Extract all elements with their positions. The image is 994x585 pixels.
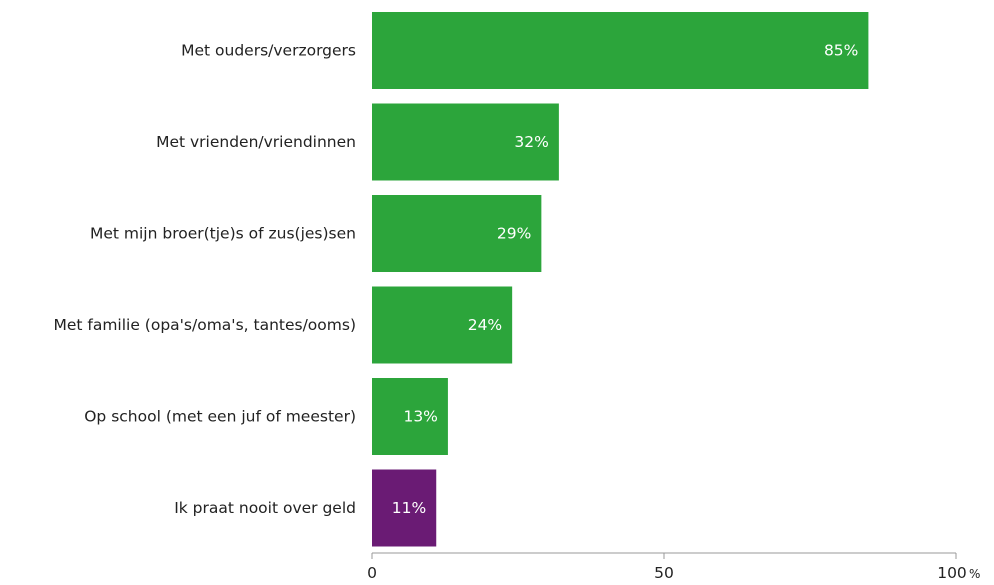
category-label: Met mijn broer(tje)s of zus(jes)sen (90, 225, 356, 243)
data-label: 85% (824, 42, 858, 60)
category-label: Ik praat nooit over geld (174, 499, 356, 517)
x-axis: 0 50 100% (367, 552, 980, 582)
category-label: Met ouders/verzorgers (181, 42, 356, 60)
bar-6 (372, 469, 437, 547)
category-label: Met vrienden/vriendinnen (156, 133, 356, 151)
data-label: 24% (468, 316, 502, 334)
bar-1 (372, 12, 869, 89)
bar-2 (372, 103, 559, 181)
x-tick-label: 0 (367, 564, 377, 582)
data-label: 29% (497, 225, 531, 243)
category-label: Op school (met een juf of meester) (84, 408, 356, 426)
category-label: Met familie (opa's/oma's, tantes/ooms) (53, 316, 356, 334)
bar-3 (372, 195, 542, 272)
bar-4 (372, 286, 513, 364)
data-label: 11% (392, 499, 426, 517)
x-tick-label: 100 (937, 564, 967, 582)
data-label: 32% (514, 133, 548, 151)
x-tick-label: 50 (654, 564, 674, 582)
bar-5 (372, 378, 448, 455)
data-label: 13% (403, 408, 437, 426)
x-unit-label: % (969, 567, 980, 581)
bars-group: Met ouders/verzorgers 85% Met vrienden/vri… (53, 12, 869, 547)
